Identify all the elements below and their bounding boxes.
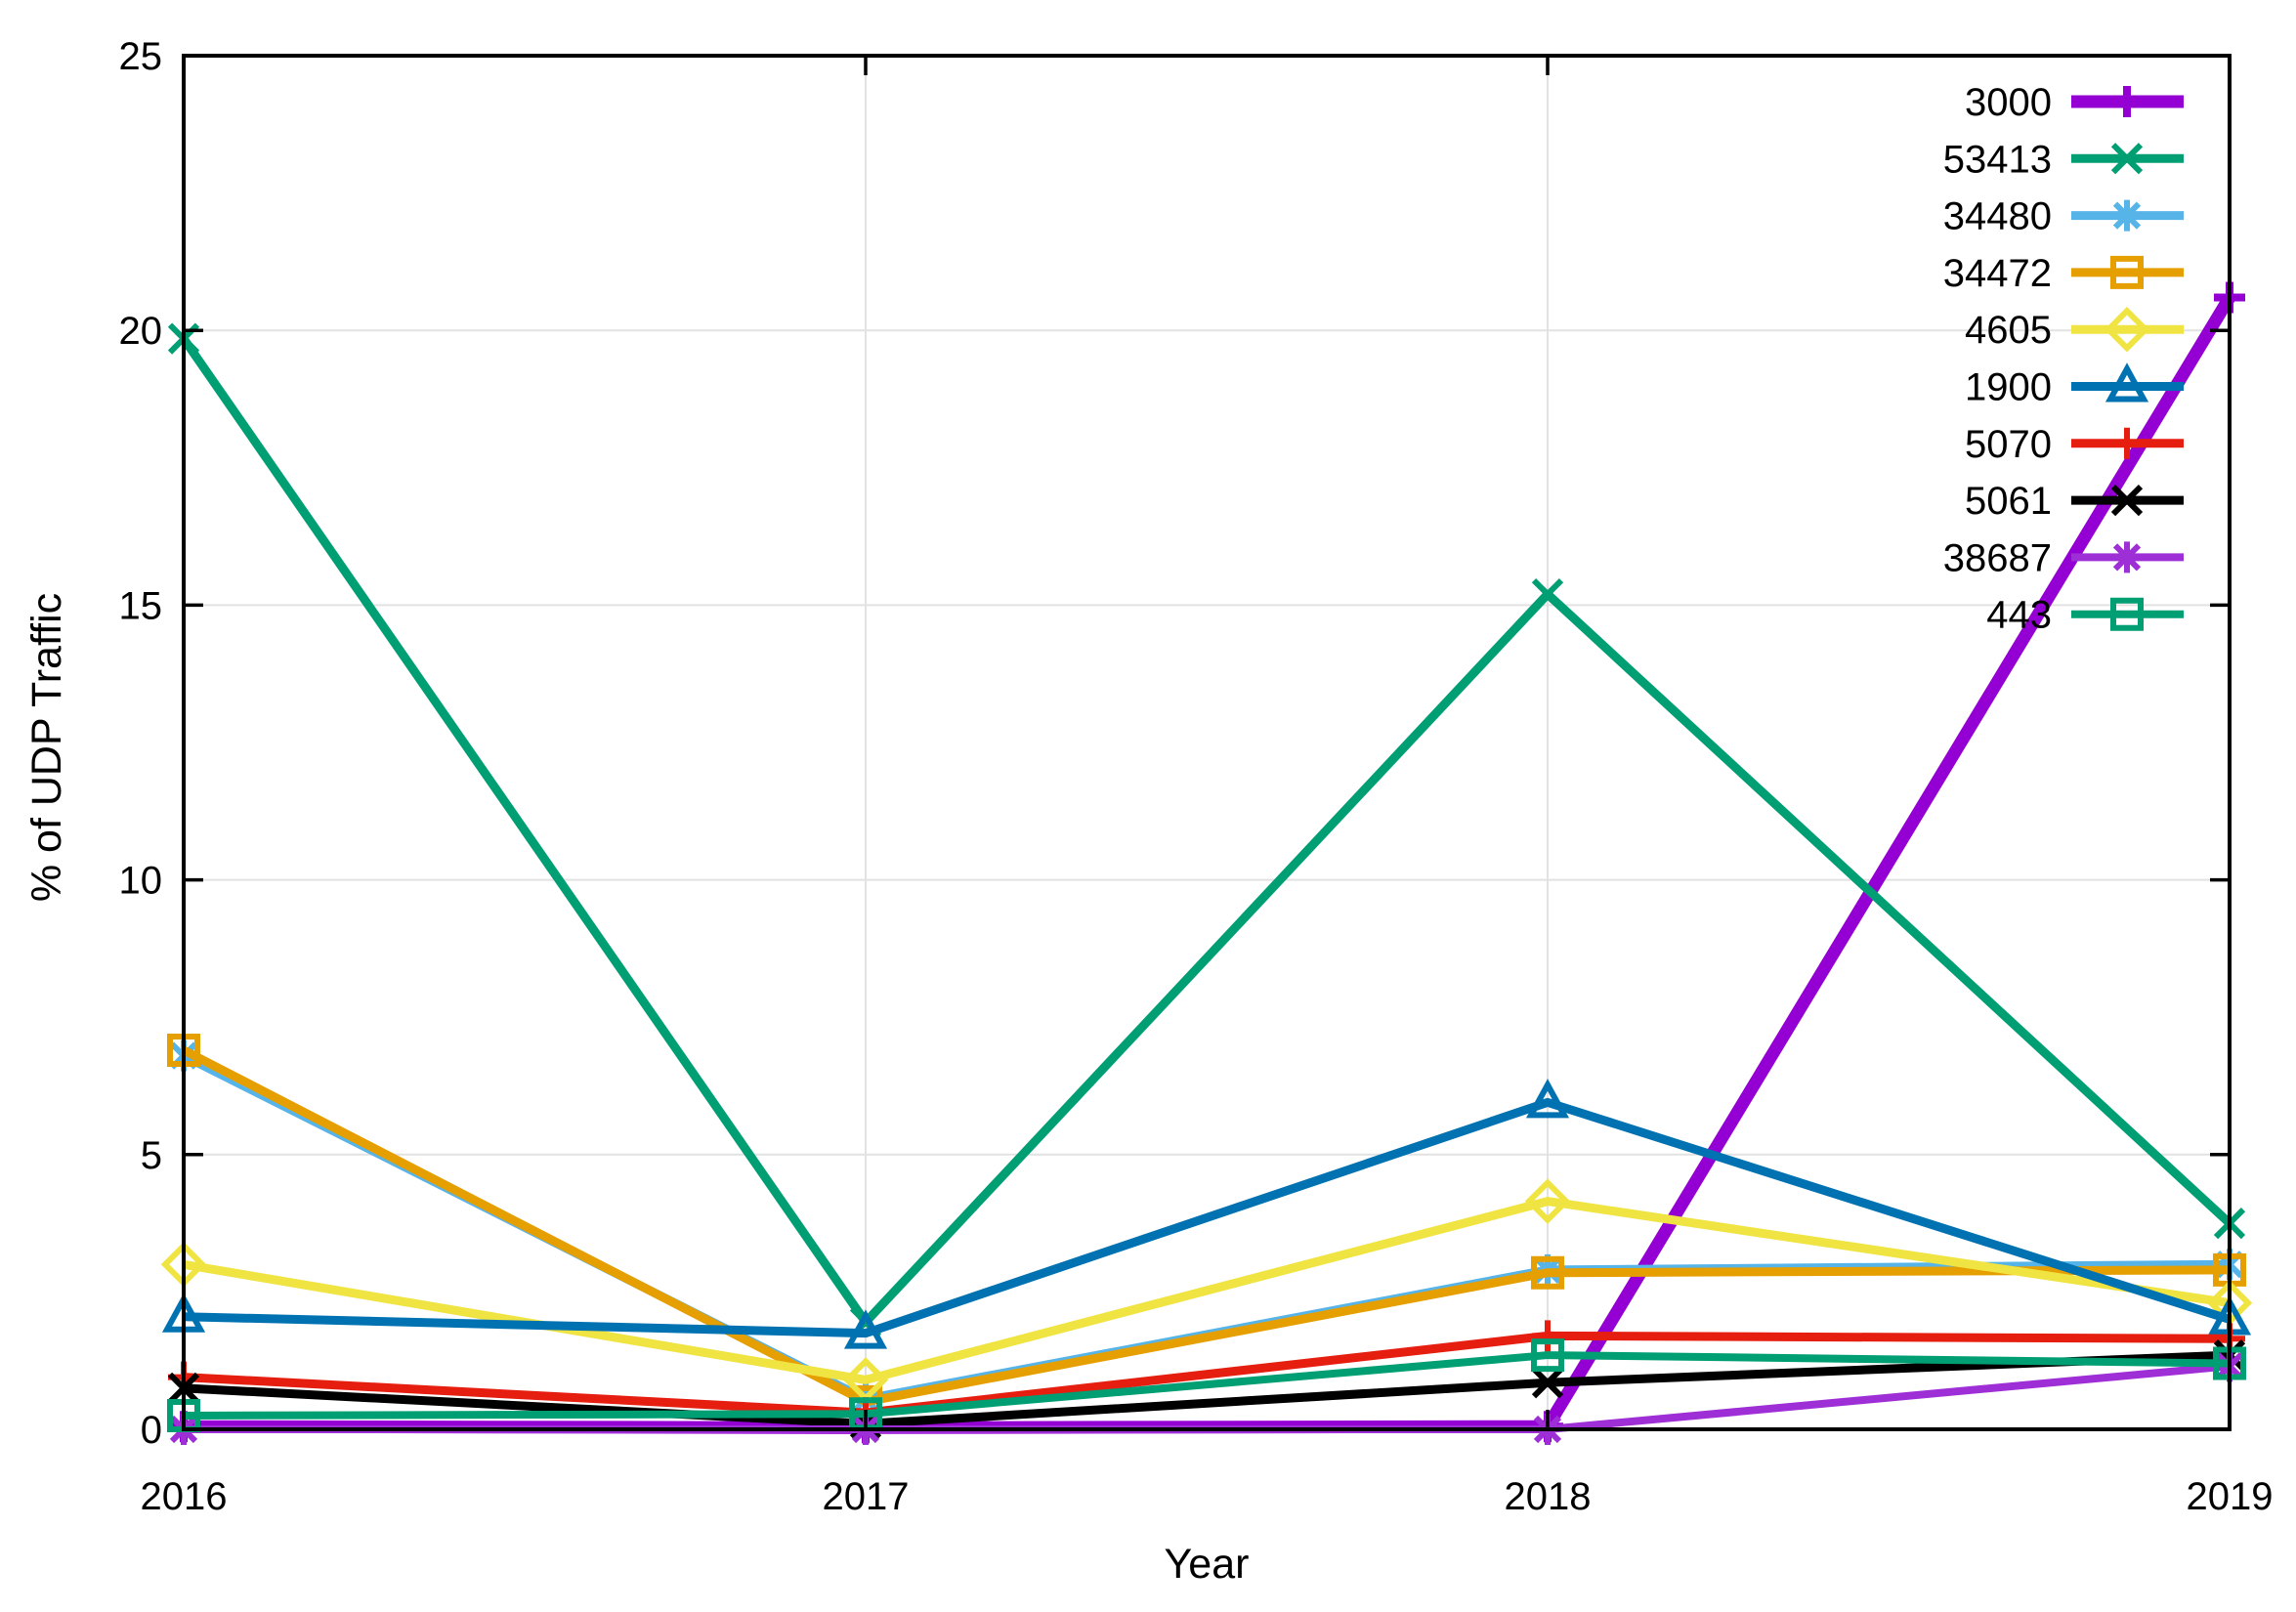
legend-item-4605: 4605 xyxy=(1965,306,2184,353)
legend-item-34480: 34480 xyxy=(1943,195,2184,238)
xtick-label-2016: 2016 xyxy=(141,1475,228,1518)
legend-label-34480: 34480 xyxy=(1943,195,2052,238)
legend-marker-34472 xyxy=(2110,255,2144,289)
ytick-label-15: 15 xyxy=(119,584,163,627)
legend-item-3000: 3000 xyxy=(1965,81,2184,124)
ytick-label-10: 10 xyxy=(119,860,163,903)
series-34472-marker-2016 xyxy=(167,1033,200,1067)
series-53413-marker-2018 xyxy=(1531,578,1564,611)
legend-item-443: 443 xyxy=(1986,594,2184,637)
series-5061-marker-2018 xyxy=(1531,1367,1564,1399)
series-4605-marker-2018 xyxy=(1524,1178,1571,1224)
series-1900-marker-2017 xyxy=(843,1309,888,1349)
legend-label-34472: 34472 xyxy=(1943,252,2052,295)
ytick-label-20: 20 xyxy=(119,310,163,353)
xtick-label-2017: 2017 xyxy=(823,1475,910,1518)
xtick-label-2018: 2018 xyxy=(1505,1475,1592,1518)
legend-label-53413: 53413 xyxy=(1943,138,2052,181)
legend-marker-53413 xyxy=(2110,143,2144,175)
legend-label-4605: 4605 xyxy=(1965,309,2052,352)
series-5070-marker-2018 xyxy=(1532,1320,1563,1352)
series-lines xyxy=(160,281,2253,1445)
x-axis-label: Year xyxy=(1165,1541,1250,1588)
axes-and-ticks xyxy=(182,54,2232,1431)
legend-label-5061: 5061 xyxy=(1965,480,2052,523)
series-34472-line xyxy=(181,1045,2231,1407)
legend-item-53413: 53413 xyxy=(1943,138,2184,181)
series-53413-line xyxy=(180,336,2233,1327)
legend-marker-5070 xyxy=(2111,427,2143,459)
ytick-label-25: 25 xyxy=(119,35,163,78)
tick-labels: 0 5 10 15 20 25 2016 2017 2018 2019 xyxy=(119,35,2274,1518)
legend: 3000 53413 34480 34472 4605 1900 5070 5061 38687… xyxy=(1943,81,2184,637)
series-443-line xyxy=(183,1351,2231,1420)
legend-marker-34480 xyxy=(2112,199,2142,232)
legend-label-443: 443 xyxy=(1986,594,2052,637)
series-4605-line xyxy=(183,1197,2231,1384)
legend-marker-443 xyxy=(2110,597,2144,631)
legend-item-1900: 1900 xyxy=(1965,362,2184,409)
legend-marker-4605 xyxy=(2104,306,2150,353)
series-34480-line xyxy=(181,1051,2231,1404)
legend-item-5070: 5070 xyxy=(1965,423,2184,466)
ytick-label-0: 0 xyxy=(141,1409,162,1452)
legend-marker-3000 xyxy=(2111,86,2143,117)
series-1900-line xyxy=(183,1097,2232,1338)
legend-label-1900: 1900 xyxy=(1965,366,2052,409)
legend-marker-5061 xyxy=(2110,484,2144,517)
legend-item-38687: 38687 xyxy=(1943,536,2184,579)
series-34472-marker-2018 xyxy=(1531,1255,1564,1290)
series-34472-marker-2019 xyxy=(2213,1252,2246,1287)
series-1900-marker-2018 xyxy=(1525,1079,1570,1119)
series-443-marker-2018 xyxy=(1531,1338,1564,1373)
series-5061-line xyxy=(183,1350,2231,1428)
y-axis-label: % of UDP Traffic xyxy=(23,593,70,902)
legend-label-3000: 3000 xyxy=(1965,81,2052,124)
legend-label-5070: 5070 xyxy=(1965,423,2052,466)
legend-item-34472: 34472 xyxy=(1943,252,2184,295)
legend-item-5061: 5061 xyxy=(1965,480,2184,523)
series-5070-line xyxy=(183,1331,2231,1418)
legend-marker-38687 xyxy=(2112,541,2142,573)
xtick-label-2019: 2019 xyxy=(2187,1475,2274,1518)
plot-border xyxy=(182,54,2232,1431)
ytick-label-5: 5 xyxy=(141,1134,162,1177)
series-443-marker-2019 xyxy=(2213,1346,2246,1380)
legend-marker-1900 xyxy=(2105,362,2149,403)
legend-label-38687: 38687 xyxy=(1943,536,2052,579)
